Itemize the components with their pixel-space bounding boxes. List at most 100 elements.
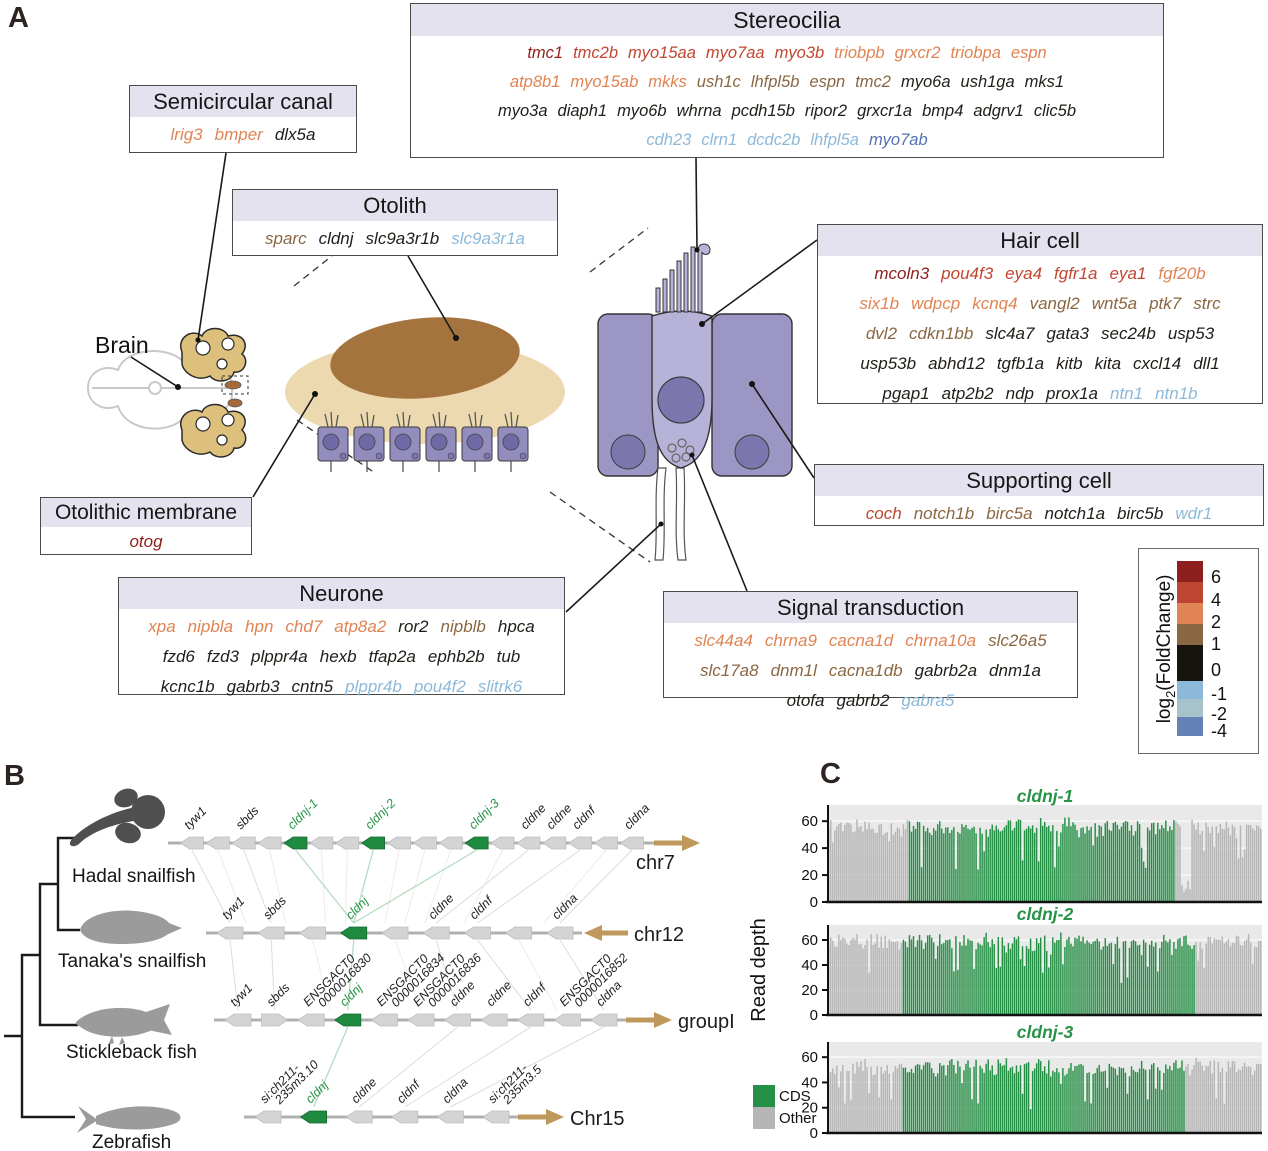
cldnj-gene-arrow (299, 1110, 328, 1124)
gene-arrow (224, 1013, 252, 1027)
gene-arrow (438, 836, 463, 850)
gene-label: ror2 (398, 617, 429, 636)
gene-label: kitb (1056, 354, 1083, 373)
panel-b-label: B (4, 760, 25, 792)
gene-arrow (205, 836, 230, 850)
gene-label: birc5a (986, 504, 1033, 523)
gene-label: myo15aa (628, 44, 696, 62)
gene-arrow (436, 1110, 464, 1124)
gene-track-label: cldnf (520, 979, 550, 1009)
hair-cell-illustration (597, 243, 793, 561)
otolith-macula-illustration (285, 317, 565, 472)
gene-row: slc44a4 chrna9 cacna1d chrna10a slc26a5 (668, 626, 1073, 656)
gene-label: notch1b (913, 504, 975, 523)
gene-label: cxcl14 (1133, 354, 1182, 373)
gene-arrow (381, 926, 409, 940)
gene-arrow (568, 836, 593, 850)
gene-label: gabrb2 (836, 691, 890, 710)
otolith-box: Otolith sparc cldnj slc9a3r1b slc9a3r1a (232, 189, 558, 256)
neurone-title: Neurone (119, 578, 564, 609)
neurone-box: Neurone xpa nipbla hpn chd7 atp8a2 ror2 nipblb… (118, 577, 565, 696)
gene-label: mks1 (1024, 73, 1065, 91)
read-depth-plot: 0 20 40 60 cldnj-2 (801, 904, 1262, 1024)
signal-transduction-box: Signal transduction slc44a4 chrna9 cacna1d… (663, 591, 1078, 710)
brain-label: Brain (95, 332, 149, 358)
gene-label: lhfpl5a (810, 131, 859, 149)
gene-label: pou4f2 (413, 677, 466, 696)
chromosome-label: Chr15 (570, 1108, 624, 1130)
gene-label: atp8b1 (509, 73, 561, 91)
chromosome-label: groupI (678, 1011, 735, 1033)
gene-row: atp8b1 myo15ab mkks ush1c lhfpl5b espn tmc2 myo… (415, 68, 1159, 97)
phylogenetic-tree (4, 836, 80, 1119)
gene-arrow (391, 1110, 419, 1124)
semicircular-canal-genes: lrig3 bmper dlx5a (130, 117, 356, 154)
gene-label: chrna9 (764, 631, 817, 650)
gene-label: coch (865, 504, 902, 523)
species-label-zebrafish: Zebrafish (92, 1132, 171, 1151)
gene-arrow (593, 836, 618, 850)
gene-label: ush1ga (960, 73, 1015, 91)
gene-label: six1b (859, 294, 900, 313)
gene-arrow (463, 926, 491, 940)
colorbar-tick: 2 (1211, 612, 1222, 632)
gene-arrow (261, 1013, 289, 1027)
gene-label: cacna1db (828, 661, 903, 680)
supporting-cell-title: Supporting cell (815, 465, 1263, 496)
gene-label: dnm1a (989, 661, 1042, 680)
gene-label: dll1 (1193, 354, 1220, 373)
gene-row: coch notch1b birc5a notch1a birc5b wdr1 (819, 499, 1259, 529)
species-label-hadal: Hadal snailfish (72, 866, 196, 887)
gene-arrow (542, 836, 567, 850)
gene-track-label: cldnj (343, 893, 372, 922)
read-depth-plot: 0 20 40 60 cldnj-3 (801, 1022, 1262, 1142)
gene-track-label: cldnj-1 (285, 796, 321, 832)
gene-label: dvl2 (865, 324, 898, 343)
cds-legend-swatch (753, 1085, 775, 1107)
gene-label: chd7 (285, 617, 323, 636)
gene-row: otofa gabrb2 gabra5 (668, 686, 1073, 716)
gene-label: plppr4a (251, 647, 308, 666)
panel-c-label: C (820, 758, 841, 790)
colorbar-tick: 0 (1211, 660, 1222, 680)
macula-hair-cells (317, 411, 529, 472)
gene-label: eya4 (1005, 264, 1043, 283)
gene-label: gata3 (1046, 324, 1089, 343)
chromosome-arrow (682, 835, 700, 851)
gene-arrow (546, 926, 574, 940)
gene-label: otog (129, 532, 163, 551)
gene-label: tfap2a (368, 647, 416, 666)
gene-label: myo3a (497, 102, 548, 120)
colorbar-tick: 6 (1211, 567, 1222, 587)
gene-track-label: tyw1 (219, 894, 247, 922)
hair-cell-box: Hair cell mcoln3 pou4f3 eya4 fgfr1a eya1 fgf2… (817, 224, 1263, 404)
gene-track-label: ENSGACT00000016830 (300, 943, 374, 1017)
otolithic-membrane-genes: otog (41, 527, 251, 561)
gene-label: slc9a3r1b (365, 229, 440, 248)
gene-track-label: cldna (621, 801, 652, 832)
gene-label: mcoln3 (874, 264, 930, 283)
gene-arrow (257, 836, 282, 850)
legend-label: Other (779, 1110, 817, 1127)
zebrafish-silhouette (77, 1106, 181, 1133)
gene-label: espn (809, 73, 846, 91)
gene-label: plppr4b (345, 677, 402, 696)
gene-label: clic5b (1033, 102, 1077, 120)
y-tick-label: 0 (810, 894, 818, 911)
gene-label: hpn (245, 617, 274, 636)
gene-row: tmc1 tmc2b myo15aa myo7aa myo3b triobpb grxcr2… (415, 39, 1159, 68)
stereocilia-title: Stereocilia (411, 4, 1163, 36)
gene-label: slitrk6 (477, 677, 523, 696)
gene-label: pcdh15b (731, 102, 795, 120)
otolithic-membrane-box: Otolithic membrane otog (40, 497, 252, 555)
gene-label: slc44a4 (694, 631, 753, 650)
gene-label: myo6a (900, 73, 951, 91)
synaptic-vesicles (667, 438, 695, 463)
gene-arrow (216, 926, 244, 940)
colorbar-segment (1177, 603, 1203, 624)
panel-a-illustrations: Brain (86, 152, 818, 613)
nerve-fibers (654, 467, 687, 561)
gene-label: ndp (1005, 384, 1035, 403)
gene-arrow (257, 926, 285, 940)
